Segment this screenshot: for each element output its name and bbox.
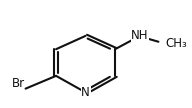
Text: N: N [81,86,90,99]
Text: NH: NH [131,29,149,42]
Text: CH₃: CH₃ [166,37,188,50]
Text: Br: Br [12,77,25,90]
